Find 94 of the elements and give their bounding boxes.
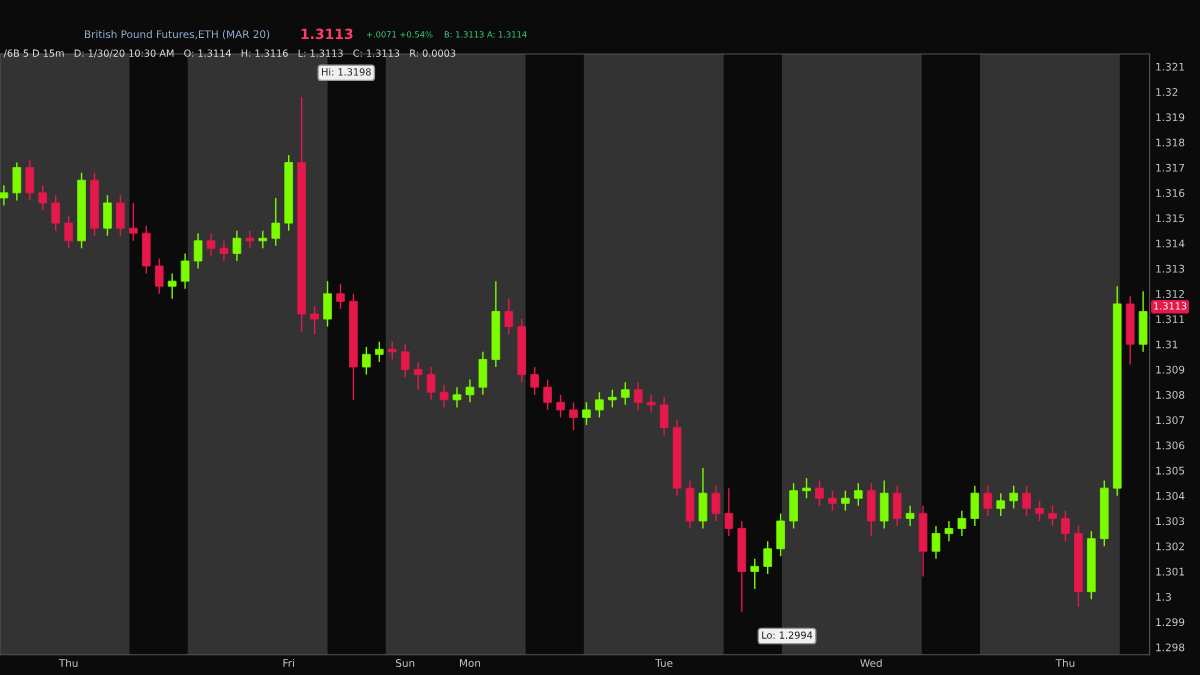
candlestick [633, 381, 643, 411]
candlestick [426, 366, 436, 401]
candlestick [413, 361, 423, 391]
candlestick [154, 257, 164, 295]
candlestick [841, 489, 850, 512]
candlestick [646, 394, 656, 414]
candlestick [905, 505, 915, 527]
candlestick [1009, 484, 1018, 510]
text: +.0071 +0.54% [366, 31, 433, 38]
candlestick [193, 232, 203, 270]
y-tick-label: 1.321 [1156, 62, 1185, 71]
candlestick [828, 489, 837, 512]
candlestick [180, 252, 190, 290]
annotation: Hi: 1.3198 [322, 68, 371, 76]
candlestick [375, 341, 384, 363]
y-tick-label: 1.314 [1156, 239, 1185, 248]
y-tick-label: 1.305 [1156, 466, 1185, 475]
candlestick [724, 487, 734, 537]
y-tick-label: 1.303 [1156, 517, 1185, 526]
y-tick-label: 1.302 [1156, 542, 1184, 551]
x-tick-label: Wed [860, 658, 882, 667]
candlestick [504, 298, 514, 335]
candlestick [362, 346, 371, 376]
candlestick [336, 283, 345, 310]
x-tick-label: Mon [459, 659, 481, 667]
y-tick-label: 1.319 [1156, 113, 1185, 122]
chart-subtitle: /6B 5 D 15m D: 1/30/20 10:30 AM O: 1.3114 H: 1.3116 L: 1.3113 C: 1.3113 R: 0.0003 [3, 49, 456, 58]
y-tick-label: 1.306 [1156, 441, 1185, 450]
y-tick-label: 1.31 [1156, 340, 1178, 349]
candlestick [659, 396, 669, 436]
candlestick [271, 197, 281, 247]
candlestick [543, 378, 552, 411]
y-tick-label: 1.309 [1156, 365, 1185, 374]
y-tick-label: 1.308 [1156, 390, 1185, 399]
candlestick [0, 184, 9, 207]
candlestick [1022, 484, 1031, 517]
y-tick-label: 1.307 [1156, 416, 1185, 425]
candlestick [595, 391, 604, 419]
chart-title: British Pound Futures,ETH (MAR 20) [85, 30, 270, 40]
candlestick [620, 381, 630, 406]
text: B: 1.3113 A: 1.3114 [444, 31, 527, 38]
y-tick-label: 1.32 [1156, 88, 1178, 96]
candlestick [815, 479, 824, 507]
x-tick-label: Thu [58, 658, 78, 667]
candlestick [232, 229, 242, 262]
x-tick-label: Fri [283, 658, 294, 667]
candlestick [38, 184, 48, 212]
candlestick [750, 558, 760, 590]
y-tick-label: 1.299 [1156, 618, 1185, 627]
candlestick [245, 229, 255, 250]
candlestick [219, 240, 229, 262]
candlestick [996, 492, 1006, 517]
candlestick [206, 232, 216, 257]
text: 1.3113 [301, 28, 353, 40]
candlestick [1061, 510, 1070, 542]
y-tick-label: 1.312 [1156, 290, 1184, 298]
candlestick [763, 540, 772, 575]
text: 1.3113 [1154, 302, 1187, 310]
candlestick [944, 520, 954, 542]
candlestick [530, 366, 539, 396]
candlestick [556, 394, 565, 419]
x-tick-label: Tue [655, 659, 673, 667]
annotation: Lo: 1.2994 [762, 631, 813, 639]
y-tick-label: 1.317 [1156, 163, 1185, 172]
candlestick [983, 484, 993, 517]
candlestick [400, 343, 410, 378]
y-tick-label: 1.318 [1156, 138, 1185, 147]
candlestick [931, 525, 941, 560]
candlestick [569, 401, 578, 431]
y-tick-label: 1.316 [1156, 189, 1185, 197]
candlestick [129, 202, 138, 242]
candlestick [802, 477, 811, 499]
x-tick-label: Sun [395, 659, 415, 667]
candlestick [465, 378, 475, 404]
y-tick-label: 1.301 [1156, 567, 1185, 576]
candlestick [1048, 505, 1057, 527]
candlestick [310, 305, 319, 335]
candlestick [51, 194, 60, 232]
candlestick [582, 401, 591, 426]
y-tick-label: 1.304 [1156, 491, 1185, 500]
y-tick-label: 1.315 [1156, 214, 1185, 223]
y-tick-label: 1.313 [1156, 264, 1185, 273]
y-tick-label: 1.298 [1156, 643, 1185, 652]
candlestick [64, 214, 73, 250]
y-tick-label: 1.311 [1156, 315, 1185, 324]
candlestick [957, 510, 967, 537]
candlestick [439, 383, 449, 409]
candlestick [452, 386, 462, 409]
candlestick [711, 484, 721, 522]
x-tick-label: Thu [1055, 658, 1075, 667]
y-tick-label: 1.3 [1156, 592, 1171, 601]
candlestick [854, 482, 863, 507]
candlestick [167, 272, 177, 300]
candlestick [1035, 500, 1044, 522]
